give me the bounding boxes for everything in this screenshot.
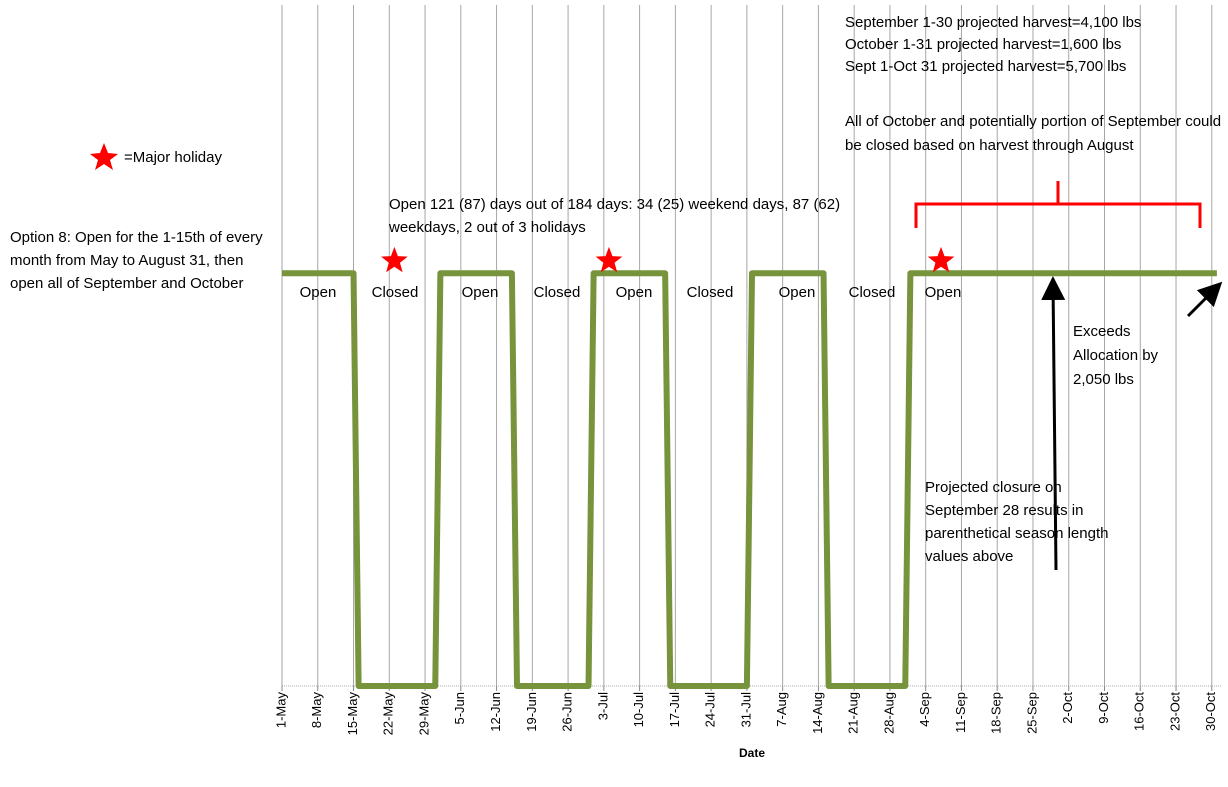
x-tick-label: 7-Aug	[774, 692, 789, 727]
holiday-star	[381, 246, 408, 273]
holiday-star	[595, 246, 623, 273]
annotation: All of October and potentially portion o…	[845, 113, 1222, 154]
period-label: Closed	[534, 284, 581, 301]
x-tick-label: 17-Jul	[667, 692, 682, 728]
x-tick-label: 9-Oct	[1096, 692, 1111, 724]
legend-label: =Major holiday	[124, 149, 222, 166]
x-tick-label: 12-Jun	[488, 692, 503, 732]
x-tick-label: 14-Aug	[810, 692, 825, 734]
x-tick-label: 19-Jun	[524, 692, 539, 732]
bracket	[914, 202, 1202, 228]
period-label: Open	[779, 284, 816, 301]
period-label: Closed	[372, 284, 419, 301]
x-tick-label: 21-Aug	[846, 692, 861, 734]
arrow	[1186, 281, 1223, 318]
x-tick-label: 23-Oct	[1167, 692, 1182, 731]
period-label: Closed	[849, 284, 896, 301]
x-tick-label: 18-Sep	[989, 692, 1004, 734]
annotation: Exceeds Allocation by 2,050 lbs	[1073, 323, 1159, 388]
annotation: Option 8: Open for the 1-15th of every m…	[10, 229, 263, 292]
x-tick-label: 2-Oct	[1060, 692, 1075, 724]
annotation: Sept 1-Oct 31 projected harvest=5,700 lb…	[845, 58, 1127, 75]
plot: 1-May 8-May 15-May 22-May 29-May 5-Jun 12-Jun 1…	[273, 5, 1222, 735]
x-tick-label: 8-May	[309, 692, 324, 729]
annotation: October 1-31 projected harvest=1,600 lbs	[845, 36, 1122, 53]
x-tick-label: 26-Jun	[560, 692, 575, 732]
x-tick-label: 15-May	[345, 692, 360, 736]
x-tick-label: 16-Oct	[1132, 692, 1147, 731]
arrow	[1041, 276, 1066, 571]
holiday-star	[927, 246, 955, 273]
x-tick-label: 30-Oct	[1203, 692, 1218, 731]
x-tick-label: 28-Aug	[881, 692, 896, 734]
x-tick-label: 22-May	[381, 692, 396, 736]
annotation: Projected closure on September 28 result…	[925, 479, 1109, 565]
annotation: Open 121 (87) days out of 184 days: 34 (…	[389, 196, 841, 236]
period-label: Closed	[687, 284, 734, 301]
period-label: Open	[925, 284, 962, 301]
period-label: Open	[300, 284, 337, 301]
period-label: Open	[616, 284, 653, 301]
x-tick-label: 25-Sep	[1024, 692, 1039, 734]
x-tick-label: 24-Jul	[703, 692, 718, 728]
red-bracket	[914, 181, 1202, 228]
x-tick-label: 1-May	[273, 692, 288, 729]
x-tick-label: 3-Jul	[595, 692, 610, 720]
legend-star	[90, 143, 118, 170]
x-tick-label: 10-Jul	[631, 692, 646, 728]
x-tick-label: 5-Jun	[452, 692, 467, 725]
x-tick-label: 31-Jul	[738, 692, 753, 728]
x-tick-label: 29-May	[416, 692, 431, 736]
x-axis-title: Date	[739, 746, 765, 760]
line	[282, 270, 1217, 689]
annotation: September 1-30 projected harvest=4,100 l…	[845, 14, 1142, 31]
x-tick-label: 11-Sep	[953, 692, 968, 733]
x-tick-label: 4-Sep	[917, 692, 932, 727]
period-label: Open	[462, 284, 499, 301]
